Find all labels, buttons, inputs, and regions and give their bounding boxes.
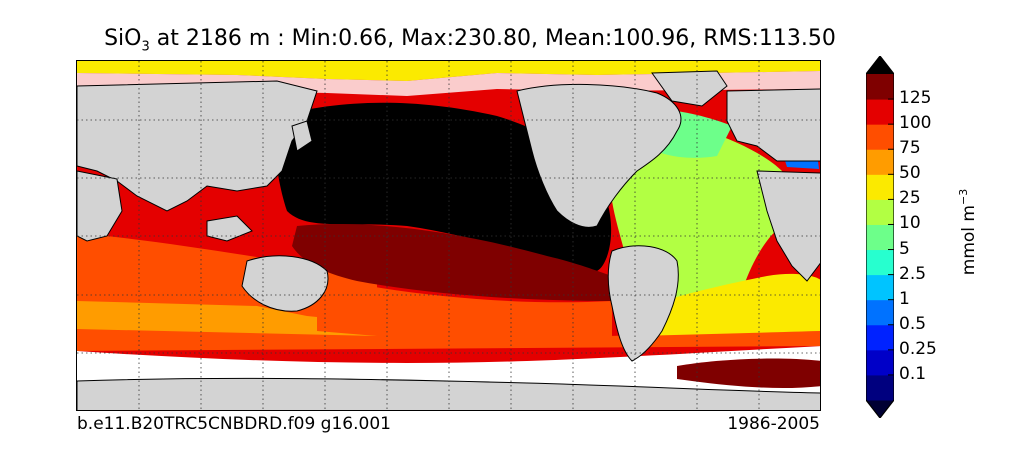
colorbar-swatch	[866, 299, 894, 326]
colorbar-swatch	[866, 374, 894, 401]
map-title: SiO3 at 2186 m : Min:0.66, Max:230.80, M…	[0, 26, 940, 54]
colorbar-swatch	[866, 224, 894, 251]
japan	[291, 120, 313, 152]
colorbar-tick-label: 2.5	[899, 263, 927, 284]
colorbar-swatch	[866, 274, 894, 301]
years-label: 1986-2005	[727, 414, 820, 434]
colorbar	[866, 56, 894, 418]
units-base: mmol m	[958, 205, 979, 276]
asia	[77, 80, 318, 212]
colorbar-tick-label: 125	[899, 88, 932, 109]
colorbar-swatch	[866, 74, 894, 100]
africa-west	[77, 170, 123, 242]
colorbar-tick-label: 25	[899, 188, 921, 209]
colorbar-swatch	[866, 249, 894, 276]
tropical-pacific-field	[292, 224, 612, 301]
ocean-field-map	[77, 61, 820, 410]
title-stats: at 2186 m : Min:0.66, Max:230.80, Mean:1…	[149, 26, 836, 51]
colorbar-tick-label: 0.5	[899, 313, 927, 334]
europe	[726, 88, 820, 162]
north-pacific-field	[275, 102, 612, 271]
south-america	[607, 245, 679, 362]
case-label: b.e11.B20TRC5CNBDRD.f09 g16.001	[77, 414, 391, 434]
colorbar-tick-label: 75	[899, 138, 921, 159]
colorbar-swatch	[866, 99, 894, 125]
africa-east	[756, 170, 820, 282]
colorbar-swatch	[866, 149, 894, 175]
greenland	[651, 70, 728, 107]
colorbar-tick-label: 10	[899, 213, 921, 234]
colorbar-tick-label: 50	[899, 163, 921, 184]
colorbar-swatch	[866, 124, 894, 150]
colorbar-under-arrow	[866, 400, 894, 418]
colorbar-swatch	[866, 199, 894, 225]
south-atlantic-field	[637, 273, 820, 336]
title-species-subscript: 3	[141, 39, 150, 55]
colorbar-swatch	[866, 174, 894, 200]
colorbar-tick-label: 5	[899, 238, 910, 259]
title-species: SiO	[104, 26, 142, 51]
graticule	[77, 61, 820, 410]
colorbar-tick-label: 100	[899, 113, 932, 134]
australia	[241, 255, 329, 312]
map-panel	[76, 60, 821, 411]
colorbar-over-arrow	[866, 56, 894, 74]
colorbar-tick-label: 0.25	[899, 338, 937, 359]
colorbar-tick-label: 1	[899, 288, 910, 309]
south-pacific-field	[317, 276, 612, 336]
units-exponent: −3	[957, 188, 971, 205]
colorbar-tick-label: 0.1	[899, 363, 927, 384]
weddell-field	[677, 358, 820, 389]
colorbar-units-label: mmol m−3	[957, 189, 979, 275]
colorbar-swatch	[866, 349, 894, 376]
colorbar-swatch	[866, 324, 894, 351]
